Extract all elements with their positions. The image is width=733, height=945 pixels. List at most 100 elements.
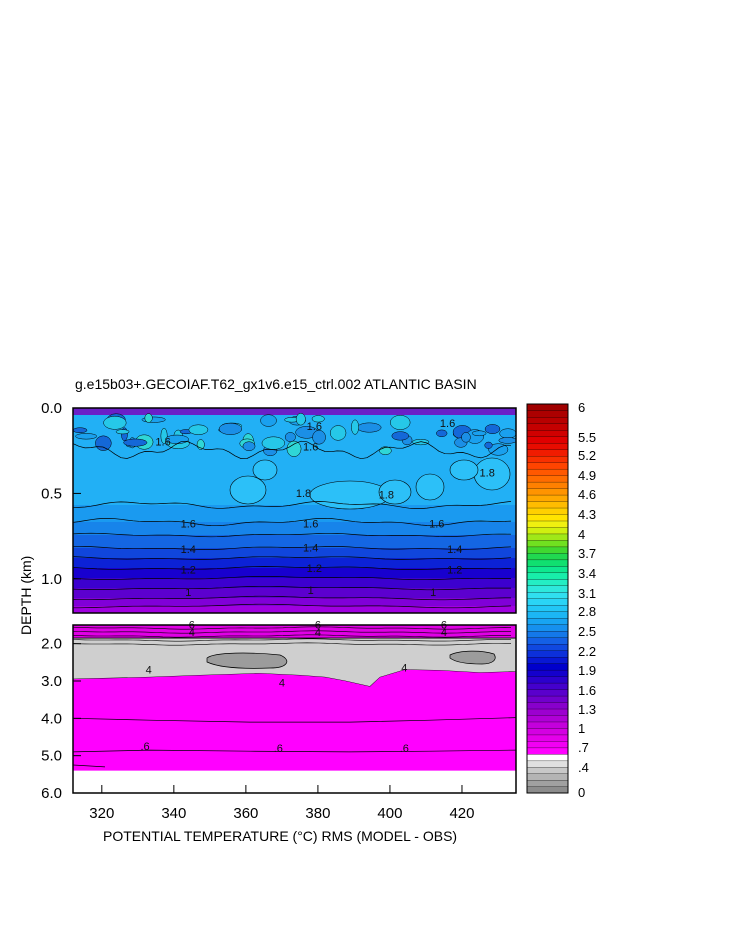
surface-patch <box>144 413 153 423</box>
surface-layer <box>73 408 516 415</box>
lower-panel-fill <box>73 625 516 793</box>
colorbar-swatch <box>526 617 569 625</box>
upper-band <box>73 568 516 578</box>
colorbar-swatch <box>526 753 569 762</box>
surface-patch <box>351 419 359 435</box>
contour-label: 4 <box>146 665 152 677</box>
colorbar-swatch <box>526 728 569 736</box>
colorbar-label: 2.5 <box>578 624 596 639</box>
y-axis-label: DEPTH (km) <box>18 556 34 635</box>
surface-patch <box>488 443 509 456</box>
colorbar-swatch <box>526 552 569 561</box>
upper-band <box>73 606 516 613</box>
lower-contour-line <box>73 626 512 630</box>
colorbar-label: 1 <box>578 721 585 736</box>
contour-label: 1 <box>308 585 314 597</box>
contour-label: 1.6 <box>303 519 318 531</box>
colorbar-swatch <box>526 760 569 768</box>
y-tick-label: 6.0 <box>41 785 62 802</box>
contour-label: 1.8 <box>480 467 495 479</box>
colorbar-swatch <box>526 475 569 483</box>
upper-contour-line <box>73 532 512 538</box>
colorbar-swatch <box>526 702 569 710</box>
upper-band <box>73 548 516 558</box>
colorbar-swatch <box>526 565 569 574</box>
colorbar-label: 4.6 <box>578 487 596 502</box>
colorbar-swatch <box>526 533 569 541</box>
surface-patch <box>312 430 326 445</box>
contour-label: 1.2 <box>307 563 322 575</box>
surface-patch <box>412 439 430 446</box>
y-tick-label: 5.0 <box>41 748 62 765</box>
upper-panel-frame <box>72 407 517 614</box>
colorbar-swatch <box>526 598 569 606</box>
colorbar-swatch <box>526 721 569 729</box>
colorbar-label: 4.9 <box>578 468 596 483</box>
upper-contour-line <box>73 501 512 509</box>
contour-label: 1.6 <box>181 519 196 531</box>
colorbar-swatch <box>526 449 569 457</box>
contour-label: .6 <box>400 743 409 755</box>
upper-blob <box>449 459 479 481</box>
colorbar-swatch <box>526 766 569 775</box>
colorbar-label: 3.1 <box>578 586 596 601</box>
colorbar-swatch <box>526 747 569 755</box>
lower-magenta-region <box>73 669 516 771</box>
y-tick-label: 2.0 <box>41 636 62 653</box>
colorbar-swatch <box>526 540 569 548</box>
colorbar-swatch <box>526 520 569 528</box>
surface-patch <box>95 435 112 451</box>
colorbar-swatch <box>526 682 569 690</box>
colorbar-swatch <box>526 442 569 450</box>
colorbar-swatch <box>526 514 569 522</box>
colorbar-label: 6 <box>578 400 585 415</box>
upper-band <box>73 588 516 598</box>
y-tick-label: 1.0 <box>41 571 62 588</box>
colorbar-label: 2.8 <box>578 604 596 619</box>
surface-patch <box>330 425 347 441</box>
contour-label: 4 <box>189 627 195 639</box>
colorbar-swatch <box>526 650 569 658</box>
colorbar-swatch <box>526 708 569 716</box>
colorbar-swatch <box>526 637 569 645</box>
upper-contour-line <box>73 585 511 591</box>
colorbar-swatch <box>526 663 569 671</box>
colorbar-label: 1.9 <box>578 663 596 678</box>
upper-band <box>73 558 516 568</box>
colorbar-swatch <box>526 773 569 781</box>
colorbar-label: .7 <box>578 740 589 755</box>
surface-patch <box>471 430 487 437</box>
contour-label: 1.8 <box>296 488 311 500</box>
colorbar-swatch <box>526 572 569 580</box>
x-tick-label: 420 <box>449 805 474 822</box>
surface-patch <box>379 446 392 455</box>
contour-label: 4 <box>401 663 407 675</box>
colorbar-label: 1.6 <box>578 683 596 698</box>
colorbar-swatch <box>526 630 569 638</box>
contour-label: 1 <box>185 587 191 599</box>
upper-contour-line <box>73 517 512 527</box>
upper-contour-line <box>73 556 512 560</box>
upper-band <box>73 578 516 588</box>
surface-patch <box>103 416 127 430</box>
colorbar-swatch <box>526 624 569 632</box>
colorbar-swatch <box>526 740 569 749</box>
upper-blob <box>252 459 278 481</box>
colorbar-swatch <box>526 455 569 463</box>
surface-patch <box>73 427 88 434</box>
contour-label: 1.4 <box>447 544 462 556</box>
surface-patch <box>311 415 325 423</box>
colorbar-swatch <box>526 715 569 723</box>
upper-panel-fill <box>73 408 516 613</box>
surface-patch <box>390 415 411 430</box>
colorbar-swatch <box>526 669 569 677</box>
colorbar-swatches <box>526 403 569 794</box>
contour-label: 1 <box>430 587 436 599</box>
contour-label: 1.6 <box>155 437 170 449</box>
y-tick-label: 0.0 <box>41 400 62 417</box>
surface-patch <box>499 428 516 439</box>
colorbar-swatch <box>526 546 569 554</box>
colorbar-swatch <box>526 559 569 567</box>
